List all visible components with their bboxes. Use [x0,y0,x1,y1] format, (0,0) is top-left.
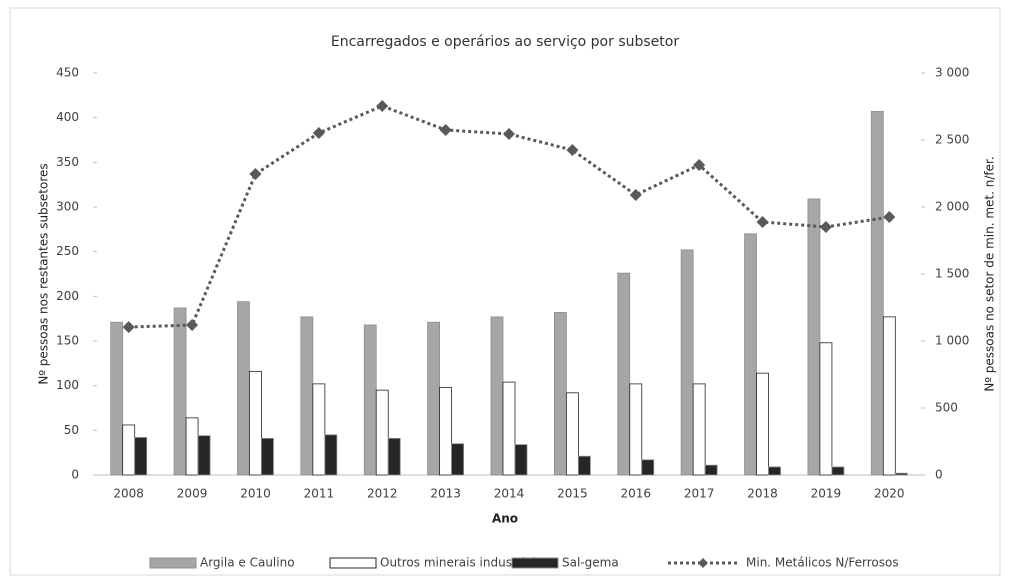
x-tick-label: 2018 [747,487,778,501]
bar [439,387,453,476]
bar [300,316,314,476]
x-tick-label: 2019 [811,487,842,501]
bar [363,324,377,476]
bar [768,466,781,476]
y-tick-label: 150 [56,334,79,348]
bar [197,435,211,476]
bar [870,111,884,476]
bar [427,321,441,476]
bar [577,455,591,476]
x-tick-label: 2011 [304,487,335,501]
line-marker [503,127,515,140]
bar [451,443,465,476]
legend-swatch [149,557,197,569]
bar [122,424,136,476]
legend-label: Min. Metálicos N/Ferrosos [746,556,899,570]
y2-axis-title: Nº pessoas no setor de min. met. n/fer. [983,156,997,391]
chart-border [9,7,1001,576]
line-marker [376,99,389,112]
line-marker [186,319,199,332]
x-tick-label: 2020 [874,487,905,501]
bar [894,472,908,476]
bar [185,417,199,476]
bar [641,459,655,476]
bar [173,307,187,476]
line-marker [439,123,452,136]
y2-tick-label: 1 000 [935,334,969,348]
y-tick-label: 200 [56,289,79,303]
bar [807,198,821,476]
y-tick-label: 0 [71,468,79,482]
bar [565,392,579,476]
line-marker [566,144,579,157]
x-tick-label: 2008 [113,487,144,501]
line-marker [883,211,896,224]
line-marker [629,188,642,201]
x-axis-title: Ano [492,512,518,526]
legend-swatch [511,557,559,569]
bar [692,383,706,476]
x-tick-label: 2016 [620,487,651,501]
y2-tick-label: 500 [935,401,958,415]
y-tick-label: 100 [56,378,79,392]
bar [134,437,148,476]
bar [375,389,389,476]
y-axis-title: Nº pessoas nos restantes subsetores [37,163,51,384]
chart-title: Encarregados e operários ao serviço por … [331,34,679,50]
x-tick-label: 2015 [557,487,588,501]
legend-label: Outros minerais industriais [380,556,542,570]
bar [756,372,769,476]
line-marker [819,220,832,233]
legend-label: Argila e Caulino [200,556,295,570]
y-tick-label: 300 [56,200,79,214]
y-tick-label: 400 [56,110,79,124]
x-tick-label: 2012 [367,487,398,501]
x-tick-label: 2017 [684,487,715,501]
bar [704,464,718,476]
bar [629,383,643,476]
line-marker [756,216,769,229]
bar [110,321,124,476]
y-tick-label: 50 [64,423,79,437]
legend-swatch [329,557,377,569]
bar [744,233,757,476]
bar [617,272,631,476]
line-marker [693,159,706,172]
y2-tick-label: 2 000 [935,200,969,214]
bar [882,316,896,476]
bar [553,312,567,476]
bar [387,437,401,476]
x-tick-label: 2013 [430,487,461,501]
bar [819,342,833,476]
bar [261,437,274,476]
y2-tick-label: 0 [935,468,943,482]
x-tick-label: 2014 [494,487,525,501]
legend-marker [698,558,708,568]
line-marker [122,321,135,334]
bar [831,466,845,476]
bar [490,316,504,476]
y-tick-label: 250 [56,244,79,258]
y2-tick-label: 3 000 [935,66,969,80]
y2-tick-label: 1 500 [935,267,969,281]
x-tick-label: 2010 [240,487,271,501]
bar [324,434,338,476]
bar [514,444,528,476]
legend-label: Sal-gema [562,556,619,570]
y-tick-label: 450 [56,66,79,80]
y2-tick-label: 2 500 [935,133,969,147]
bar [249,370,262,476]
y-tick-label: 350 [56,155,79,169]
bar [680,249,694,476]
bar [312,383,326,476]
bar [502,381,516,476]
line-marker [312,127,325,140]
line-marker [249,168,262,181]
bar [237,301,250,476]
x-tick-label: 2009 [177,487,208,501]
